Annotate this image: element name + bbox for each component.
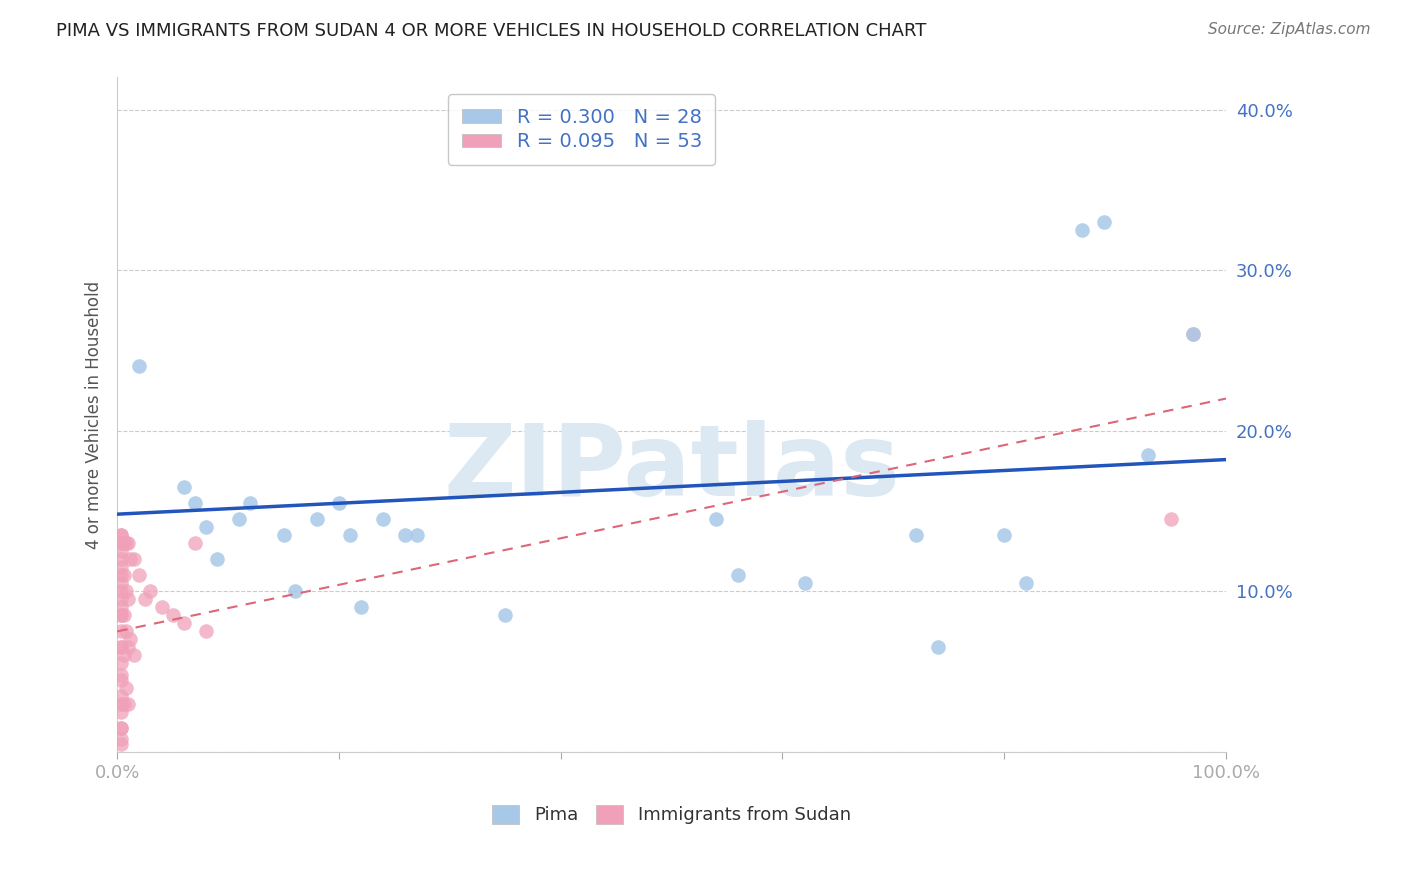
- Point: [112, 536, 135, 550]
- Point: [173, 480, 195, 494]
- Point: [115, 536, 138, 550]
- Point: [139, 584, 162, 599]
- Point: [110, 560, 132, 574]
- Point: [394, 528, 416, 542]
- Text: Source: ZipAtlas.com: Source: ZipAtlas.com: [1208, 22, 1371, 37]
- Point: [110, 624, 132, 639]
- Point: [110, 689, 132, 703]
- Point: [1160, 512, 1182, 526]
- Y-axis label: 4 or more Vehicles in Household: 4 or more Vehicles in Household: [86, 281, 103, 549]
- Point: [904, 528, 927, 542]
- Point: [117, 697, 139, 711]
- Point: [205, 552, 228, 566]
- Point: [184, 496, 207, 510]
- Point: [110, 608, 132, 623]
- Point: [110, 536, 132, 550]
- Point: [110, 640, 132, 655]
- Point: [117, 536, 139, 550]
- Point: [162, 608, 184, 623]
- Point: [110, 568, 132, 582]
- Point: [110, 697, 132, 711]
- Point: [122, 648, 145, 663]
- Point: [110, 544, 132, 558]
- Point: [1092, 215, 1115, 229]
- Point: [1137, 448, 1160, 462]
- Point: [239, 496, 262, 510]
- Point: [194, 520, 217, 534]
- Point: [115, 624, 138, 639]
- Point: [110, 528, 132, 542]
- Point: [117, 640, 139, 655]
- Point: [350, 600, 373, 615]
- Point: [110, 657, 132, 671]
- Point: [110, 731, 132, 746]
- Point: [727, 568, 749, 582]
- Point: [405, 528, 427, 542]
- Point: [110, 584, 132, 599]
- Point: [110, 667, 132, 681]
- Text: PIMA VS IMMIGRANTS FROM SUDAN 4 OR MORE VEHICLES IN HOUSEHOLD CORRELATION CHART: PIMA VS IMMIGRANTS FROM SUDAN 4 OR MORE …: [56, 22, 927, 40]
- Point: [110, 737, 132, 751]
- Point: [793, 576, 815, 591]
- Point: [110, 705, 132, 719]
- Text: ZIPatlas: ZIPatlas: [443, 420, 900, 517]
- Point: [173, 616, 195, 631]
- Point: [993, 528, 1015, 542]
- Point: [110, 600, 132, 615]
- Point: [273, 528, 295, 542]
- Point: [1070, 223, 1092, 237]
- Point: [122, 552, 145, 566]
- Point: [112, 648, 135, 663]
- Point: [134, 592, 156, 607]
- Point: [110, 721, 132, 735]
- Point: [128, 568, 150, 582]
- Point: [115, 681, 138, 695]
- Point: [110, 721, 132, 735]
- Point: [494, 608, 516, 623]
- Point: [112, 608, 135, 623]
- Point: [115, 584, 138, 599]
- Point: [284, 584, 307, 599]
- Point: [110, 592, 132, 607]
- Point: [112, 568, 135, 582]
- Point: [228, 512, 250, 526]
- Legend: Pima, Immigrants from Sudan: Pima, Immigrants from Sudan: [485, 798, 858, 831]
- Point: [194, 624, 217, 639]
- Point: [704, 512, 727, 526]
- Point: [110, 576, 132, 591]
- Point: [373, 512, 395, 526]
- Point: [110, 528, 132, 542]
- Point: [120, 552, 142, 566]
- Point: [117, 592, 139, 607]
- Point: [1181, 327, 1204, 342]
- Point: [110, 608, 132, 623]
- Point: [184, 536, 207, 550]
- Point: [110, 673, 132, 687]
- Point: [1015, 576, 1038, 591]
- Point: [150, 600, 173, 615]
- Point: [128, 359, 150, 374]
- Point: [112, 697, 135, 711]
- Point: [110, 552, 132, 566]
- Point: [339, 528, 361, 542]
- Point: [927, 640, 949, 655]
- Point: [120, 632, 142, 647]
- Point: [110, 640, 132, 655]
- Point: [1181, 327, 1204, 342]
- Point: [328, 496, 350, 510]
- Point: [305, 512, 328, 526]
